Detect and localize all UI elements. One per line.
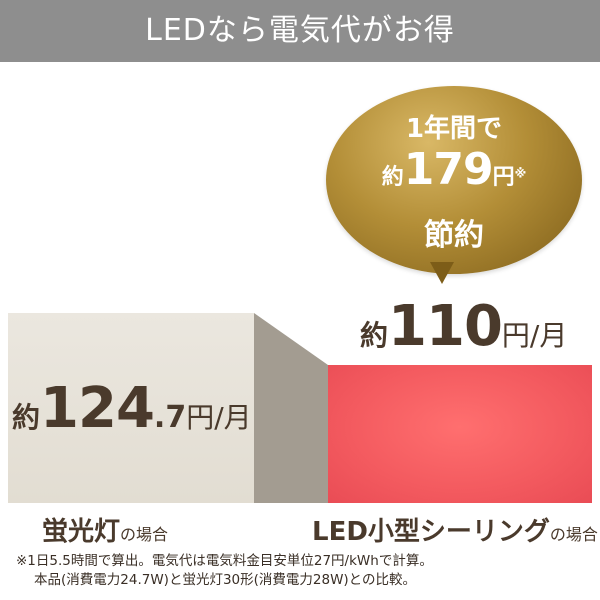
footnote: ※1日5.5時間で算出。電気代は電気料金目安単位27円/kWhで計算。 本品(消…	[16, 552, 592, 590]
savings-footnote-mark: ※	[514, 166, 527, 181]
bar-connector	[254, 313, 328, 503]
savings-amount: 179	[403, 144, 494, 195]
fluorescent-label-suffix: の場合	[120, 525, 169, 544]
fluorescent-price-unit: 円/月	[186, 401, 252, 434]
fluorescent-price-prefix: 約	[12, 401, 41, 434]
led-bar	[328, 365, 592, 503]
savings-bubble	[326, 86, 582, 274]
savings-prefix: 約	[381, 165, 404, 190]
footnote-line-2: 本品(消費電力24.7W)と蛍光灯30形(消費電力28W)との比較。	[34, 572, 417, 588]
savings-amount-line: 約179円※	[326, 144, 582, 195]
fluorescent-bar	[8, 313, 254, 503]
fluorescent-price-decimal: .7	[153, 400, 187, 435]
led-price: 約110円/月	[360, 294, 567, 359]
fluorescent-price: 約124.7円/月	[12, 376, 252, 446]
savings-bubble-text: 1年間で 約179円※ 節約	[326, 86, 582, 274]
footnote-line-1: ※1日5.5時間で算出。電気代は電気料金目安単位27円/kWhで計算。	[16, 553, 433, 569]
led-label-suffix: の場合	[549, 525, 598, 544]
led-price-amount: 110	[388, 294, 503, 359]
led-price-prefix: 約	[360, 319, 389, 352]
savings-period: 1年間で	[405, 114, 503, 144]
savings-unit: 円	[492, 165, 515, 190]
led-label-text: LED小型シーリング	[312, 517, 550, 547]
savings-label: 節約	[424, 218, 484, 253]
led-label: LED小型シーリングの場合	[312, 511, 598, 548]
fluorescent-price-amount: 124	[40, 376, 155, 441]
fluorescent-label-text: 蛍光灯	[42, 517, 121, 547]
led-price-unit: 円/月	[501, 319, 568, 352]
header-title: LEDなら電気代がお得	[145, 13, 455, 48]
header-banner: LEDなら電気代がお得	[0, 0, 600, 62]
fluorescent-label: 蛍光灯の場合	[42, 511, 168, 548]
savings-bubble-tail	[430, 262, 454, 284]
